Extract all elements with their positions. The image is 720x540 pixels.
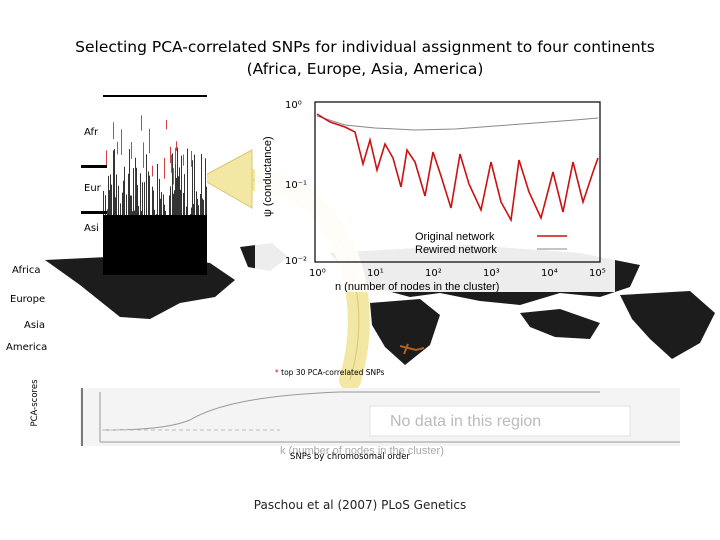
citation: Paschou et al (2007) PLoS Genetics (253, 498, 467, 512)
pca-plot: No data in this region k (number of node… (40, 370, 680, 460)
marker-arrow-icon (399, 343, 425, 355)
inset-label-eur: Eur (83, 183, 102, 194)
x-tick-4: 10⁴ (541, 268, 558, 279)
conductance-plot: 10⁰ 10⁻¹ 10⁻² 10⁰ 10¹ 10² 10³ 10⁴ 10⁵ n … (255, 92, 615, 293)
title-line-2: (Africa, Europe, Asia, America) (246, 60, 484, 78)
legend-rewired: Rewired network (415, 244, 497, 256)
label-africa: Africa (10, 265, 43, 276)
pca-legend-text: top 30 PCA-correlated SNPs (281, 368, 385, 377)
conductance-xlabel: n (number of nodes in the cluster) (335, 281, 499, 292)
x-tick-0: 10⁰ (309, 268, 326, 279)
y-tick-0: 10⁰ (285, 100, 302, 111)
inset-separator-1 (81, 165, 107, 168)
conductance-plot-svg: 10⁰ 10⁻¹ 10⁻² 10⁰ 10¹ 10² 10³ 10⁴ 10⁵ n … (262, 100, 606, 293)
inset-separator-2 (81, 211, 107, 214)
snp-inset-plot: Afr Eur Asi (81, 95, 207, 275)
pca-ylabel: PCA-scores (30, 379, 40, 427)
conductance-ylabel: ψ (conductance) (262, 136, 274, 217)
legend-original: Original network (415, 231, 495, 243)
pca-plot-svg: No data in this region k (number of node… (80, 388, 680, 457)
y-tick-2: 10⁻² (285, 256, 307, 267)
label-europe: Europe (8, 294, 48, 305)
overlay-xlabel: k (number of nodes in the cluster) (280, 445, 444, 457)
inset-label-afr: Afr (83, 127, 100, 138)
x-tick-1: 10¹ (367, 268, 384, 279)
slide-title: Selecting PCA-correlated SNPs for indivi… (20, 36, 710, 80)
inset-label-asi: Asi (83, 223, 100, 234)
pca-legend: * top 30 PCA-correlated SNPs (275, 368, 384, 377)
title-line-1: Selecting PCA-correlated SNPs for indivi… (75, 38, 655, 56)
overlay-no-data-text: No data in this region (390, 413, 541, 430)
star-icon: * (275, 368, 279, 377)
x-tick-5: 10⁵ (589, 268, 606, 279)
y-tick-1: 10⁻¹ (285, 180, 307, 191)
label-asia: Asia (22, 320, 47, 331)
x-tick-2: 10² (425, 268, 442, 279)
rewired-network-line (316, 115, 599, 131)
original-network-line (316, 113, 599, 223)
pca-xlabel: SNPs by chromosomal order (290, 452, 410, 462)
snp-inset-svg (103, 95, 207, 275)
label-america: America (4, 342, 50, 353)
x-tick-3: 10³ (483, 268, 500, 279)
